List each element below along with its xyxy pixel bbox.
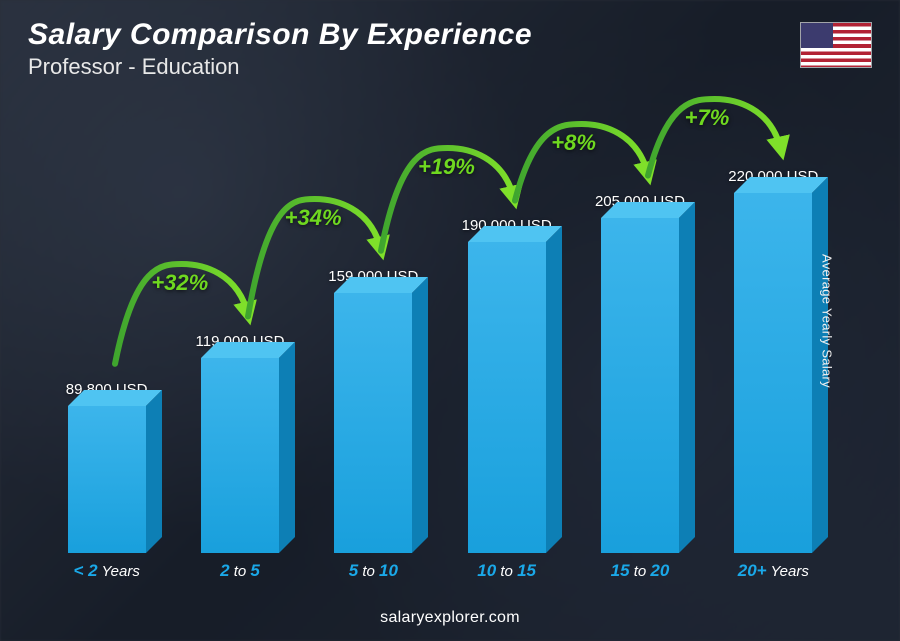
growth-percent-label: +7% (685, 105, 730, 131)
bar (68, 406, 146, 553)
chart-header: Salary Comparison By Experience Professo… (28, 18, 532, 80)
growth-percent-label: +32% (151, 270, 208, 296)
growth-percent-label: +8% (551, 130, 596, 156)
x-axis-label: < 2 Years (40, 561, 173, 581)
x-axis-label: 10 to 15 (440, 561, 573, 581)
bar-slot: 190,000 USD (440, 133, 573, 553)
y-axis-label: Average Yearly Salary (820, 254, 835, 388)
x-axis-label: 5 to 10 (307, 561, 440, 581)
bar (734, 193, 812, 553)
bar (468, 242, 546, 553)
bar-slot: 89,800 USD (40, 133, 173, 553)
growth-percent-label: +34% (285, 205, 342, 231)
x-axis-label: 15 to 20 (573, 561, 706, 581)
bar (601, 218, 679, 553)
x-axis-label: 2 to 5 (173, 561, 306, 581)
x-axis-label: 20+ Years (707, 561, 840, 581)
footer-attribution: salaryexplorer.com (0, 609, 900, 627)
chart-subtitle: Professor - Education (28, 54, 532, 80)
bar-slot: 205,000 USD (573, 133, 706, 553)
bar-slot: 119,000 USD (173, 133, 306, 553)
bar (334, 293, 412, 553)
bar-slot: 159,000 USD (307, 133, 440, 553)
bar-chart: 89,800 USD119,000 USD159,000 USD190,000 … (40, 120, 840, 581)
growth-percent-label: +19% (418, 154, 475, 180)
bar (201, 358, 279, 553)
country-flag-icon (800, 22, 872, 68)
chart-title: Salary Comparison By Experience (28, 18, 532, 52)
